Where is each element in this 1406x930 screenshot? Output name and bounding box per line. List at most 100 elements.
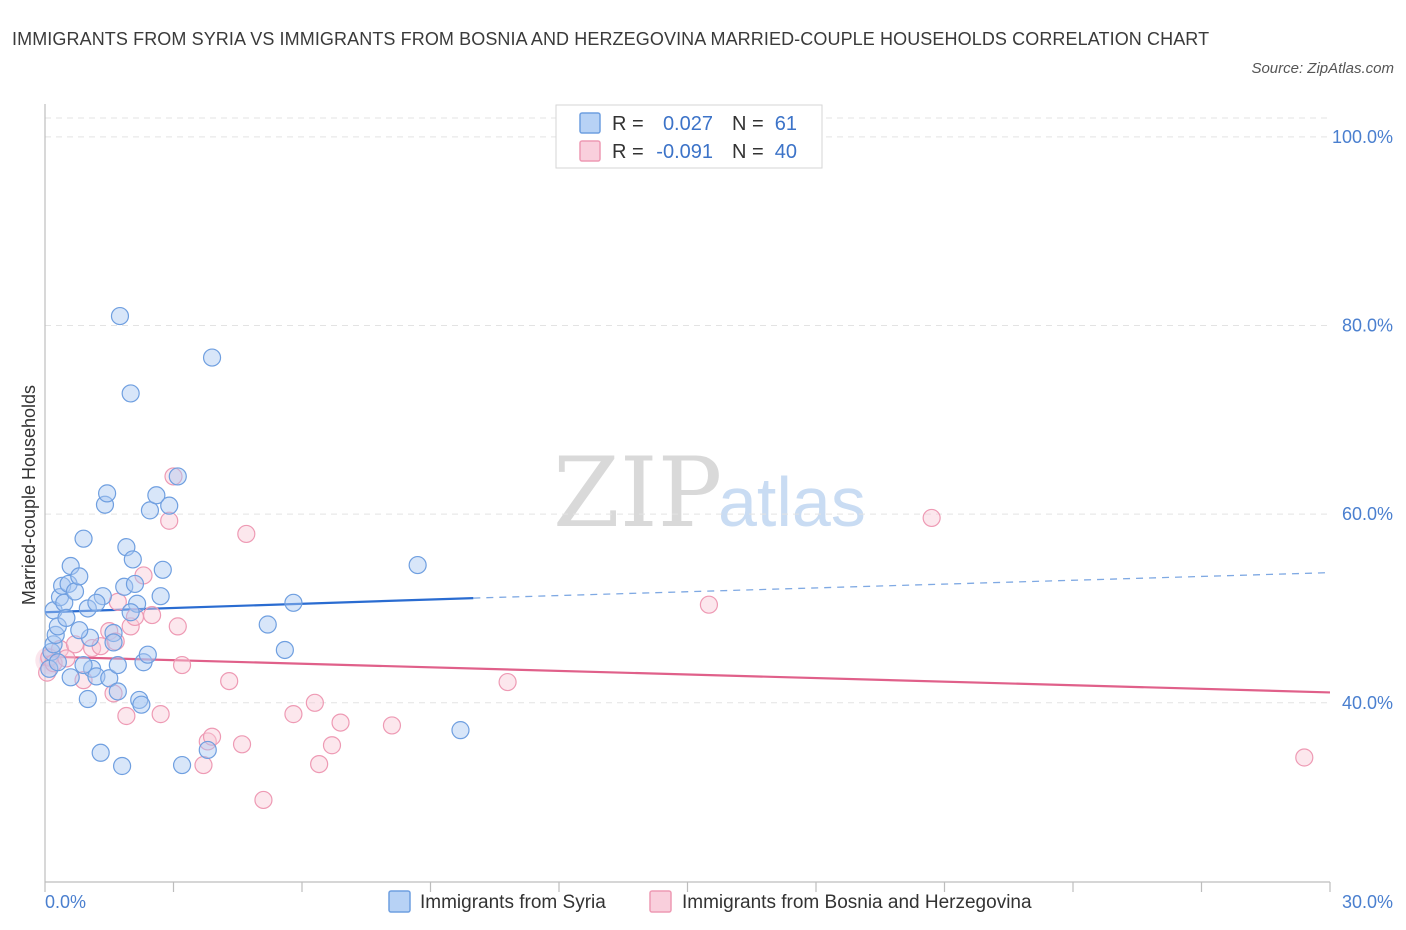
series-legend: Immigrants from Syria Immigrants from Bo…: [388, 890, 1032, 913]
point-bosnia-5: [65, 635, 85, 654]
point-syria-13: [70, 567, 89, 586]
point-syria-45: [198, 740, 217, 760]
point-bosnia-23: [194, 755, 213, 775]
point-syria-27: [112, 756, 132, 776]
correlation-legend: R = 0.027 N = 61 R = -0.091 N = 40: [555, 104, 823, 169]
y-tick-label-80: 80.0%: [1342, 316, 1393, 336]
point-syria-24: [104, 623, 123, 643]
point-bosnia-31: [305, 693, 324, 712]
point-syria-22: [98, 484, 117, 503]
point-syria-54: [78, 689, 97, 709]
x-tick-label-max: 30.0%: [1342, 892, 1393, 912]
point-bosnia-39: [1295, 748, 1314, 767]
point-syria-16: [80, 628, 100, 647]
point-syria-20: [93, 587, 112, 606]
y-tick-label-60: 60.0%: [1342, 504, 1393, 524]
point-bosnia-36: [498, 672, 517, 692]
legend-r-label-syria: R =: [612, 113, 644, 135]
series-legend-label-bosnia: Immigrants from Bosnia and Herzegovina: [682, 892, 1032, 913]
point-syria-35: [132, 695, 151, 714]
point-syria-30: [121, 384, 140, 403]
point-bosnia-4: [57, 649, 76, 668]
point-syria-53: [74, 655, 93, 675]
legend-n-label-syria: N =: [732, 113, 764, 135]
point-syria-51: [451, 721, 470, 740]
point-bosnia-33: [322, 736, 342, 755]
point-bosnia-37: [699, 595, 719, 614]
point-bosnia-38: [922, 508, 941, 528]
point-bosnia-34: [331, 713, 350, 732]
point-syria-57: [121, 603, 140, 622]
legend-swatch-syria: [579, 112, 601, 134]
point-syria-26: [110, 306, 130, 326]
chart-title: IMMIGRANTS FROM SYRIA VS IMMIGRANTS FROM…: [12, 29, 1210, 49]
point-bosnia-13: [117, 706, 136, 726]
trend-line-bosnia: [44, 655, 1331, 694]
data-points: [35, 306, 1314, 810]
point-bosnia-27: [232, 735, 252, 754]
point-syria-38: [140, 501, 160, 520]
point-bosnia-28: [237, 524, 256, 544]
legend-r-value-bosnia: -0.091: [656, 141, 713, 163]
point-syria-49: [284, 593, 303, 612]
point-syria-19: [91, 743, 110, 762]
point-syria-12: [65, 582, 85, 601]
point-bosnia-20: [172, 655, 192, 675]
legend-r-label-bosnia: R =: [612, 141, 644, 163]
point-syria-10: [59, 574, 78, 594]
source-label: Source: ZipAtlas.com: [1251, 60, 1394, 77]
legend-n-value-bosnia: 40: [775, 141, 797, 163]
series-legend-label-syria: Immigrants from Syria: [420, 892, 606, 913]
point-bosnia-22: [168, 617, 187, 636]
point-syria-9: [57, 608, 76, 628]
point-syria-31: [123, 550, 142, 569]
watermark-atlas: atlas: [718, 463, 866, 541]
trend-lines: [44, 571, 1331, 694]
y-axis-label: Married-couple Households: [19, 385, 39, 605]
point-syria-56: [104, 633, 123, 652]
point-bosnia-30: [284, 705, 303, 724]
y-tick-label-40: 40.0%: [1342, 693, 1393, 713]
point-syria-55: [108, 655, 127, 675]
point-syria-40: [151, 587, 170, 606]
axes: [44, 104, 1331, 892]
point-bosnia-19: [164, 467, 183, 486]
point-syria-59: [87, 593, 106, 612]
point-syria-43: [168, 467, 187, 486]
point-syria-47: [258, 615, 277, 634]
point-bosnia-14: [121, 617, 140, 636]
y-tick-label-100: 100.0%: [1332, 127, 1393, 147]
x-tick-label-min: 0.0%: [45, 892, 86, 912]
point-syria-42: [160, 496, 179, 515]
point-syria-39: [147, 486, 166, 505]
point-syria-41: [153, 560, 172, 579]
point-bosnia-21: [151, 705, 170, 724]
point-syria-1: [42, 642, 61, 661]
point-syria-23: [100, 669, 119, 688]
point-syria-46: [202, 348, 222, 367]
point-syria-48: [275, 640, 294, 660]
point-syria-52: [61, 668, 80, 687]
watermark-zip: ZIP: [553, 437, 722, 549]
point-syria-14: [74, 529, 93, 548]
point-bosnia-26: [220, 671, 239, 691]
grid-lines: [45, 117, 1330, 704]
point-syria-21: [95, 495, 115, 514]
point-syria-60: [70, 621, 89, 640]
point-syria-37: [138, 645, 157, 664]
legend-swatch-bosnia: [579, 140, 601, 162]
point-bosnia-17: [142, 605, 162, 625]
point-bosnia-18: [160, 511, 179, 530]
trend-line-syria-extension: [473, 571, 1331, 599]
point-bosnia-29: [254, 790, 273, 810]
point-syria-50: [408, 555, 427, 575]
legend-r-value-syria: 0.027: [663, 113, 713, 135]
point-bosnia-32: [310, 754, 329, 774]
point-syria-32: [125, 574, 145, 594]
point-syria-58: [48, 653, 67, 672]
point-bosnia-35: [382, 716, 402, 735]
series-legend-swatch-bosnia: [649, 890, 672, 913]
legend-n-label-bosnia: N =: [732, 141, 764, 163]
legend-n-value-syria: 61: [775, 113, 797, 135]
